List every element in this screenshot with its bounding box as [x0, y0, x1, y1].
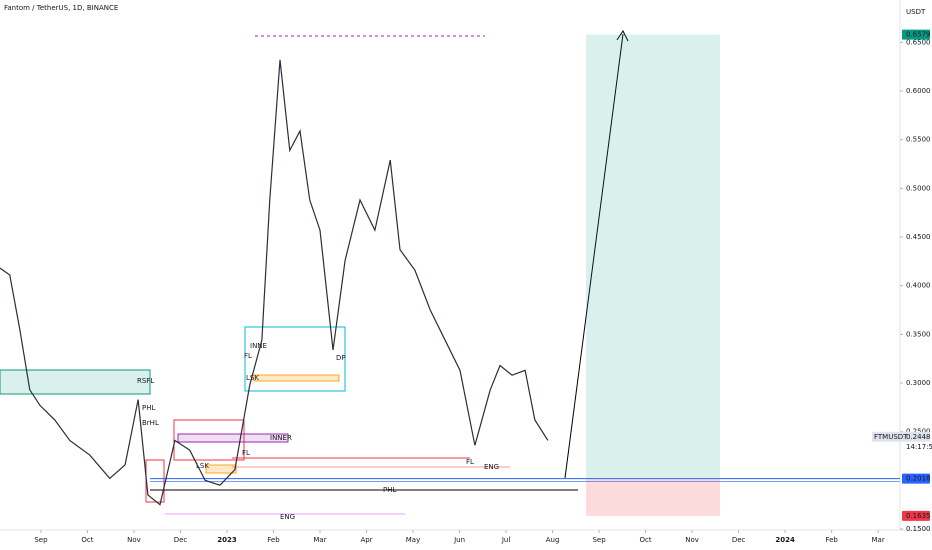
x-tick-label: Dec: [174, 536, 188, 544]
annotation: LSK: [196, 462, 209, 470]
price-badge-label: 0.2018: [906, 475, 931, 483]
annotation: ENG: [280, 513, 295, 521]
stop-zone: [586, 478, 720, 516]
annotation: PHL: [142, 404, 155, 412]
x-tick-label: Jul: [501, 536, 511, 544]
x-tick-label: Dec: [732, 536, 746, 544]
y-tick-label: 0.6500: [906, 38, 931, 46]
x-tick-label: Sep: [34, 536, 48, 544]
price-badge: [902, 29, 930, 40]
x-tick-label: 2024: [775, 536, 795, 544]
zone-box: [244, 326, 346, 392]
x-tick-label: May: [406, 536, 420, 544]
annotation: PHL: [383, 486, 396, 494]
symbol-badge: [872, 431, 902, 442]
price-badge: [902, 510, 930, 521]
y-tick-label: 0.5500: [906, 136, 931, 144]
x-tick-label: Oct: [640, 536, 652, 544]
x-tick-label: Feb: [267, 536, 280, 544]
x-tick-label: Nov: [685, 536, 699, 544]
annotation: FL: [242, 449, 250, 457]
annotation: ENG: [484, 463, 499, 471]
x-tick-label: Mar: [872, 536, 885, 544]
x-tick-label: Apr: [360, 536, 372, 544]
annotation: INNER: [270, 434, 292, 442]
x-tick-label: Feb: [825, 536, 838, 544]
y-tick-label: 0.5000: [906, 184, 931, 192]
price-badge-label: 0.6579: [906, 31, 931, 39]
annotation: LSK: [246, 374, 259, 382]
annotation: DP: [336, 354, 346, 362]
annotation: BrHL: [142, 419, 159, 427]
price-badge: [902, 473, 930, 484]
price-line: [0, 59, 549, 506]
annotation: FL: [244, 352, 252, 360]
currency: USDT: [906, 8, 926, 16]
x-tick-label: Sep: [592, 536, 606, 544]
y-tick-label: 0.3500: [906, 330, 931, 338]
x-tick-label: Nov: [127, 536, 141, 544]
price-badge-label: 0.1635: [906, 512, 931, 520]
price-badge-label: 0.2448: [906, 433, 931, 441]
annotation: FL: [466, 458, 474, 466]
annotation: INNE: [250, 342, 267, 350]
zone-box: [253, 374, 340, 382]
zone-box: [0, 369, 151, 395]
y-tick-label: 0.6000: [906, 87, 931, 95]
target-zone: [586, 34, 720, 479]
arrow: [564, 33, 624, 479]
x-tick-label: 2023: [217, 536, 237, 544]
zone-box: [177, 433, 289, 443]
x-tick-label: Oct: [81, 536, 93, 544]
arrow-head: [616, 30, 629, 42]
symbol-label: FTMUSDT: [874, 433, 908, 441]
y-tick-label: 0.4000: [906, 282, 931, 290]
x-tick-label: Mar: [313, 536, 326, 544]
y-tick-label: 0.3000: [906, 379, 931, 387]
chart-title: Fantom / TetherUS, 1D, BINANCE: [4, 4, 118, 12]
y-tick-label: 0.1500: [906, 525, 931, 533]
zone-box: [173, 419, 245, 461]
price-badge: [902, 431, 930, 442]
y-tick-label: 0.4500: [906, 233, 931, 241]
zone-box: [205, 464, 237, 474]
x-tick-label: Jun: [453, 536, 465, 544]
x-tick-label: Aug: [546, 536, 560, 544]
y-tick-label: 0.2500: [906, 428, 931, 436]
annotation: RSFL: [137, 377, 154, 385]
countdown: 14:17:58: [906, 443, 932, 451]
